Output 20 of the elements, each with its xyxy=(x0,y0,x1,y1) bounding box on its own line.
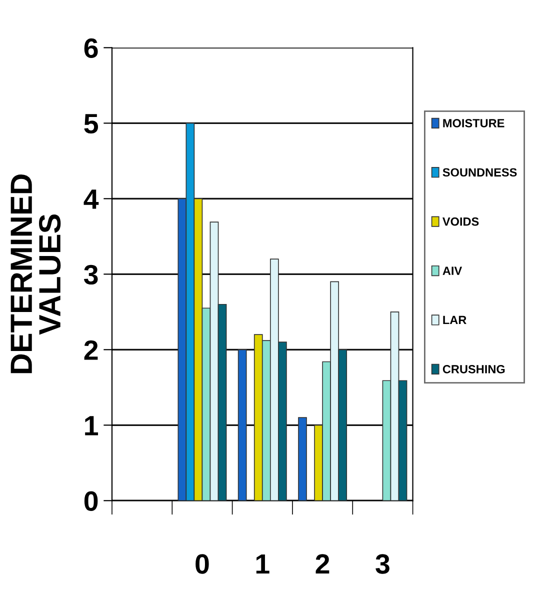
y-tick-label: 2 xyxy=(84,340,98,360)
x-tick-label: 2 xyxy=(316,554,330,574)
y-axis-title: DETERMINED VALUES xyxy=(10,174,61,374)
y-tick-label: 0 xyxy=(84,491,98,511)
y-tick-label: 6 xyxy=(84,38,98,58)
y-tick-label: 4 xyxy=(84,190,99,209)
x-tick-label: 0 xyxy=(196,554,209,574)
legend-label: MOISTURE xyxy=(443,119,504,128)
legend-label: VOIDS xyxy=(442,217,479,226)
legend-label: LAR xyxy=(443,316,466,324)
legend-label: AIV xyxy=(442,266,462,275)
y-tick-label: 5 xyxy=(84,114,98,134)
legend-label: CRUSHING xyxy=(442,365,505,374)
x-tick-label: 3 xyxy=(376,554,390,574)
y-tick-label: 3 xyxy=(84,264,98,285)
y-tick-label: 1 xyxy=(85,416,98,436)
x-tick-label: 1 xyxy=(256,554,270,574)
legend-label: SOUNDNESS xyxy=(442,168,517,177)
bar xyxy=(298,417,307,501)
bar xyxy=(238,349,247,501)
